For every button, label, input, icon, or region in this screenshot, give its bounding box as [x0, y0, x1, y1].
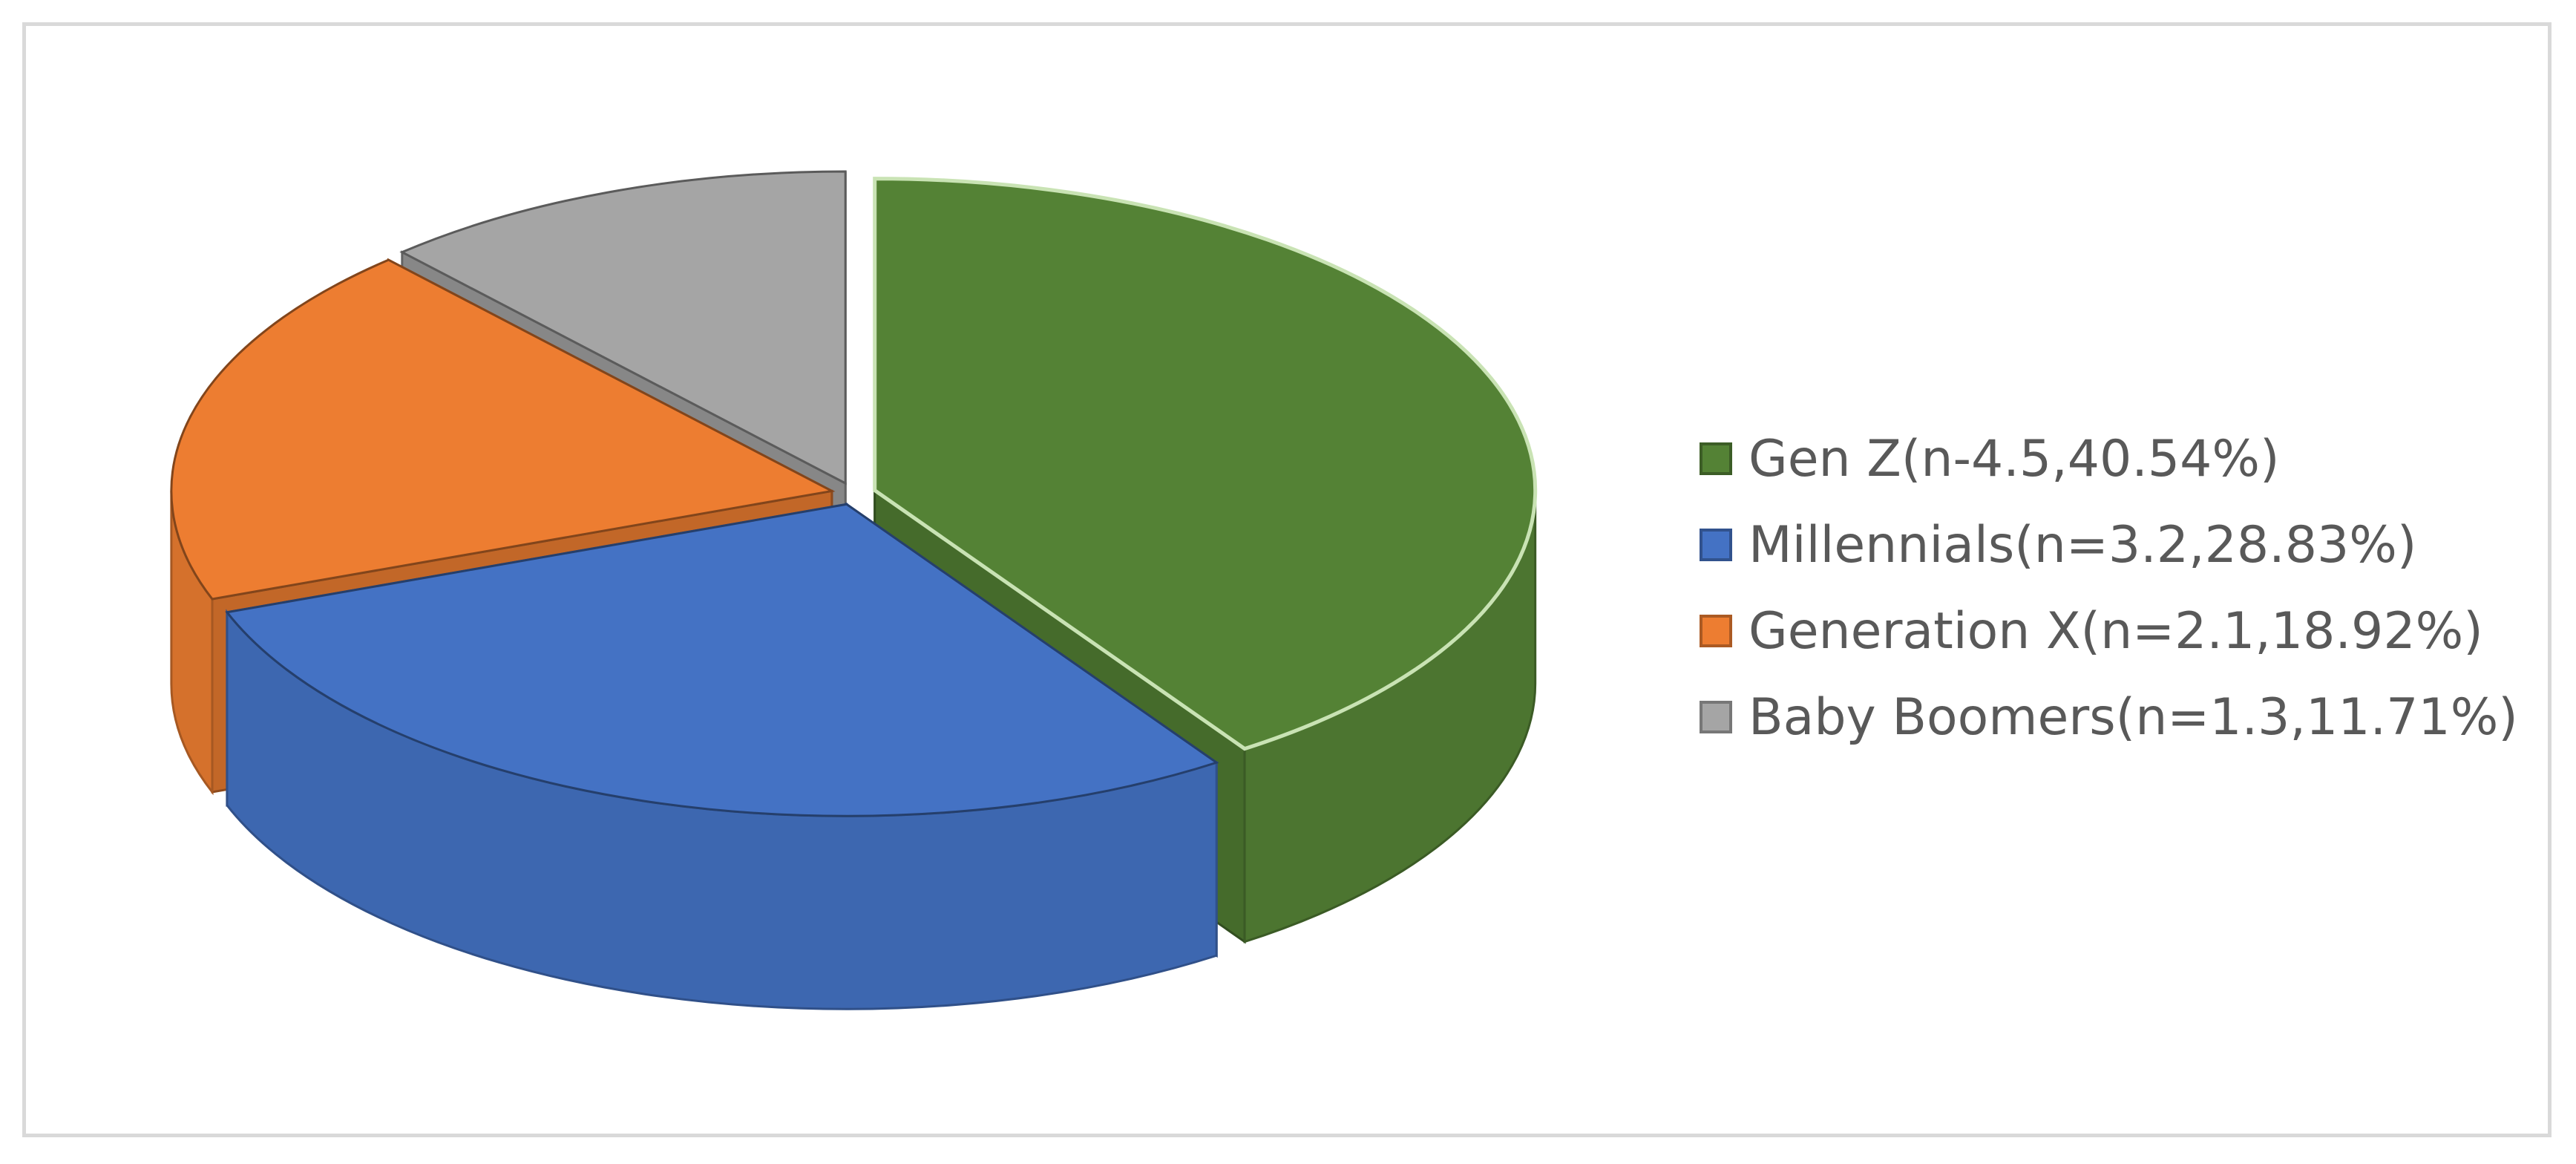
legend-label-millennials: Millennials(n=3.2,28.83%): [1749, 515, 2417, 575]
legend-item-millennials: Millennials(n=3.2,28.83%): [1700, 502, 2518, 588]
legend-item-gen-z: Gen Z(n-4.5,40.54%): [1700, 416, 2518, 502]
legend-swatch-millennials: [1700, 529, 1732, 561]
slice-gen-z: [873, 177, 1538, 751]
legend-label-generation-x: Generation X(n=2.1,18.92%): [1749, 601, 2483, 661]
legend-swatch-gen-z: [1700, 442, 1732, 475]
slice-millennials: [225, 503, 1219, 817]
legend-swatch-baby-boomers: [1700, 701, 1732, 733]
slice-generation-x: [170, 258, 836, 601]
chart-legend: Gen Z(n-4.5,40.54%) Millennials(n=3.2,28…: [1700, 416, 2518, 760]
legend-item-baby-boomers: Baby Boomers(n=1.3,11.71%): [1700, 674, 2518, 760]
legend-label-baby-boomers: Baby Boomers(n=1.3,11.71%): [1749, 687, 2518, 747]
legend-item-generation-x: Generation X(n=2.1,18.92%): [1700, 588, 2518, 674]
legend-swatch-generation-x: [1700, 615, 1732, 647]
slice-baby-boomers: [399, 170, 847, 485]
legend-label-gen-z: Gen Z(n-4.5,40.54%): [1749, 429, 2280, 488]
